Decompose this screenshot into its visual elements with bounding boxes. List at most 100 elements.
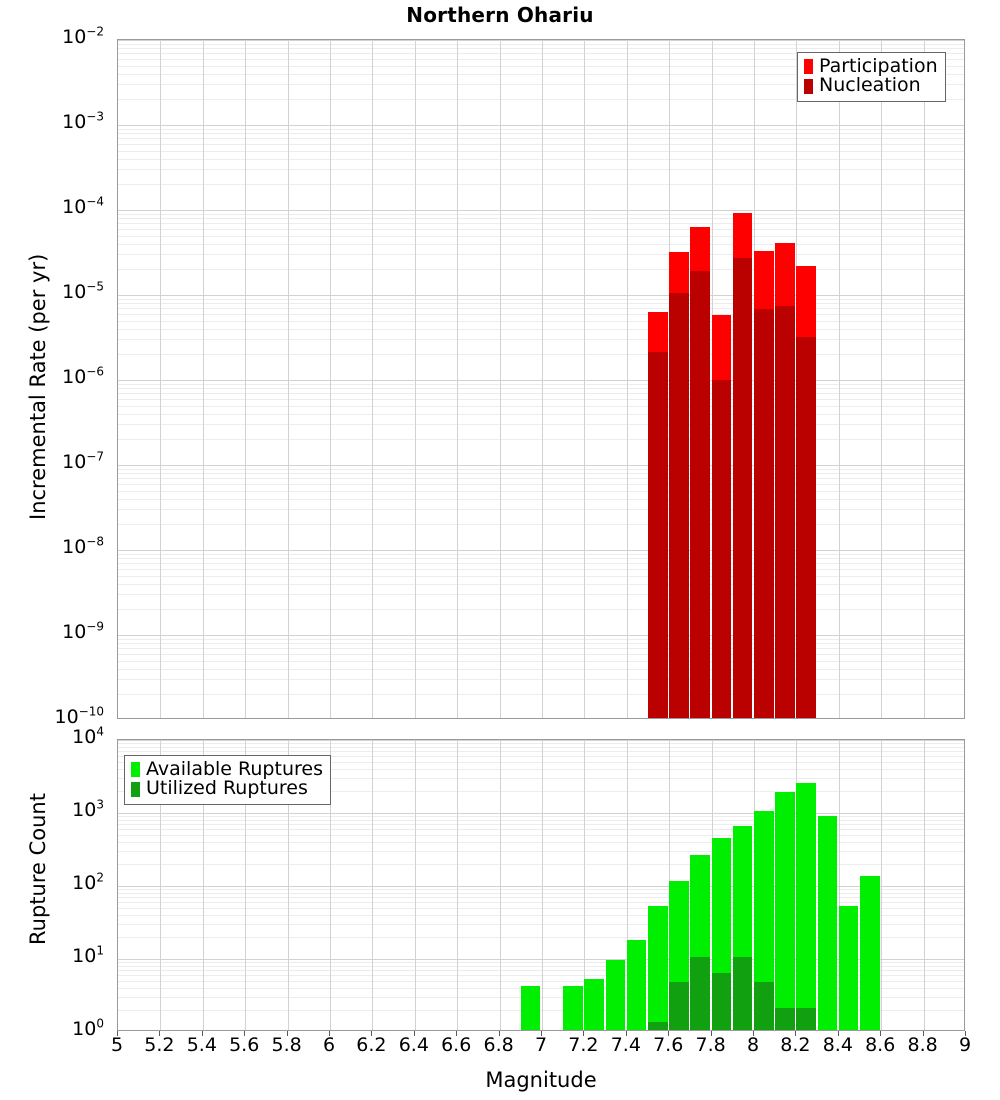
gridline-minor	[118, 299, 964, 300]
gridline-minor	[118, 321, 964, 322]
gridline-vertical	[584, 740, 585, 1030]
gridline-minor	[118, 816, 964, 817]
x-tick-label: 5	[110, 1034, 124, 1056]
gridline-minor	[118, 314, 964, 315]
x-tickmark	[668, 1031, 669, 1036]
gridline-minor	[118, 975, 964, 976]
legend-label-nucleation: Nucleation	[819, 74, 921, 97]
x-tickmark	[541, 1031, 542, 1036]
bar-available-ruptures	[563, 986, 583, 1030]
gridline-vertical	[881, 40, 882, 718]
x-tickmark	[456, 1031, 457, 1036]
gridline-vertical	[500, 740, 501, 1030]
gridline-minor	[118, 384, 964, 385]
gridline-minor	[118, 889, 964, 890]
gridline-major	[118, 295, 964, 296]
gridline-minor	[118, 339, 964, 340]
gridline-minor	[118, 743, 964, 744]
gridline-minor	[118, 244, 964, 245]
gridline-minor	[118, 762, 964, 763]
gridline-major	[118, 40, 964, 41]
x-tick-label: 5.6	[229, 1034, 260, 1056]
legend-item-available-ruptures[interactable]: Available Ruptures	[131, 759, 323, 779]
gridline-minor	[118, 609, 964, 610]
y-tick-label-top: 10−8	[62, 534, 104, 558]
bar-utilized-ruptures	[690, 957, 711, 1030]
legend-item-participation[interactable]: Participation	[804, 56, 938, 76]
y-tick-label-top: 10−9	[62, 619, 104, 643]
bar-available-ruptures	[796, 783, 817, 1030]
x-tick-label: 6.6	[441, 1034, 472, 1056]
gridline-minor	[118, 751, 964, 752]
gridline-minor	[118, 388, 964, 389]
gridline-vertical	[372, 40, 373, 718]
bar-available-ruptures	[520, 986, 541, 1030]
x-tickmark	[499, 1031, 500, 1036]
incremental-rate-plot-area	[117, 39, 965, 719]
gridline-vertical	[245, 740, 246, 1030]
gridline-minor	[118, 84, 964, 85]
bar-utilized-ruptures	[754, 982, 774, 1030]
gridline-minor	[118, 159, 964, 160]
participation-swatch-icon	[804, 59, 813, 75]
y-tick-label-bottom: 103	[72, 797, 104, 821]
x-tickmark	[329, 1031, 330, 1036]
y-tick-label-top: 10−10	[54, 704, 104, 728]
gridline-minor	[118, 915, 964, 916]
gridline-minor	[118, 569, 964, 570]
x-tick-label: 6	[322, 1034, 336, 1056]
y-tick-label-top: 10−4	[62, 194, 104, 218]
gridline-minor	[118, 399, 964, 400]
bar-utilized-ruptures	[796, 1008, 817, 1030]
gridline-vertical	[372, 740, 373, 1030]
x-tickmark	[965, 1031, 966, 1036]
bar-available-ruptures	[754, 811, 774, 1030]
bar-available-ruptures	[648, 906, 668, 1030]
x-tickmark	[244, 1031, 245, 1036]
y-tick-label-bottom: 104	[72, 724, 104, 748]
gridline-minor	[118, 223, 964, 224]
gridline-vertical	[584, 40, 585, 718]
y-tick-label-bottom: 101	[72, 943, 104, 967]
gridline-minor	[118, 229, 964, 230]
x-tick-label: 7.8	[695, 1034, 726, 1056]
gridline-minor	[118, 169, 964, 170]
bar-utilized-ruptures	[775, 1008, 795, 1030]
gridline-minor	[118, 74, 964, 75]
gridline-minor	[118, 648, 964, 649]
legend-item-nucleation[interactable]: Nucleation	[804, 74, 938, 97]
gridline-minor	[118, 962, 964, 963]
bar-available-ruptures	[626, 940, 647, 1030]
y-tick-label-top: 10−5	[62, 279, 104, 303]
bar-available-ruptures	[775, 792, 795, 1030]
x-tick-label: 7	[534, 1034, 548, 1056]
x-tick-label: 8.6	[865, 1034, 896, 1056]
gridline-minor	[118, 661, 964, 662]
bar-utilized-ruptures	[711, 973, 732, 1030]
bar-nucleation	[732, 257, 753, 718]
y-axis-tick-labels: 10−2 10−3 10−4 10−5 10−6 10−7 10−8 10−9 10−10 104…	[0, 0, 112, 1100]
gridline-minor	[118, 133, 964, 134]
x-tick-label: 7.4	[610, 1034, 641, 1056]
gridline-vertical	[330, 40, 331, 718]
x-axis-title: Magnitude	[485, 1068, 597, 1092]
gridline-major	[118, 959, 964, 960]
gridline-minor	[118, 138, 964, 139]
gridline-minor	[118, 756, 964, 757]
gridline-minor	[118, 473, 964, 474]
bar-nucleation	[669, 293, 689, 718]
gridline-vertical	[203, 40, 204, 718]
gridline-minor	[118, 554, 964, 555]
gridline-vertical	[924, 740, 925, 1030]
bar-nucleation	[690, 271, 711, 718]
gridline-minor	[118, 679, 964, 680]
gridline-vertical	[457, 40, 458, 718]
gridline-minor	[118, 354, 964, 355]
x-tick-label: 6.4	[398, 1034, 429, 1056]
bottom-y-axis-title: Rupture Count	[26, 793, 50, 945]
legend-item-utilized-ruptures[interactable]: Utilized Ruptures	[131, 778, 323, 798]
gridline-minor	[118, 524, 964, 525]
gridline-minor	[118, 439, 964, 440]
gridline-vertical	[203, 740, 204, 1030]
gridline-minor	[118, 842, 964, 843]
